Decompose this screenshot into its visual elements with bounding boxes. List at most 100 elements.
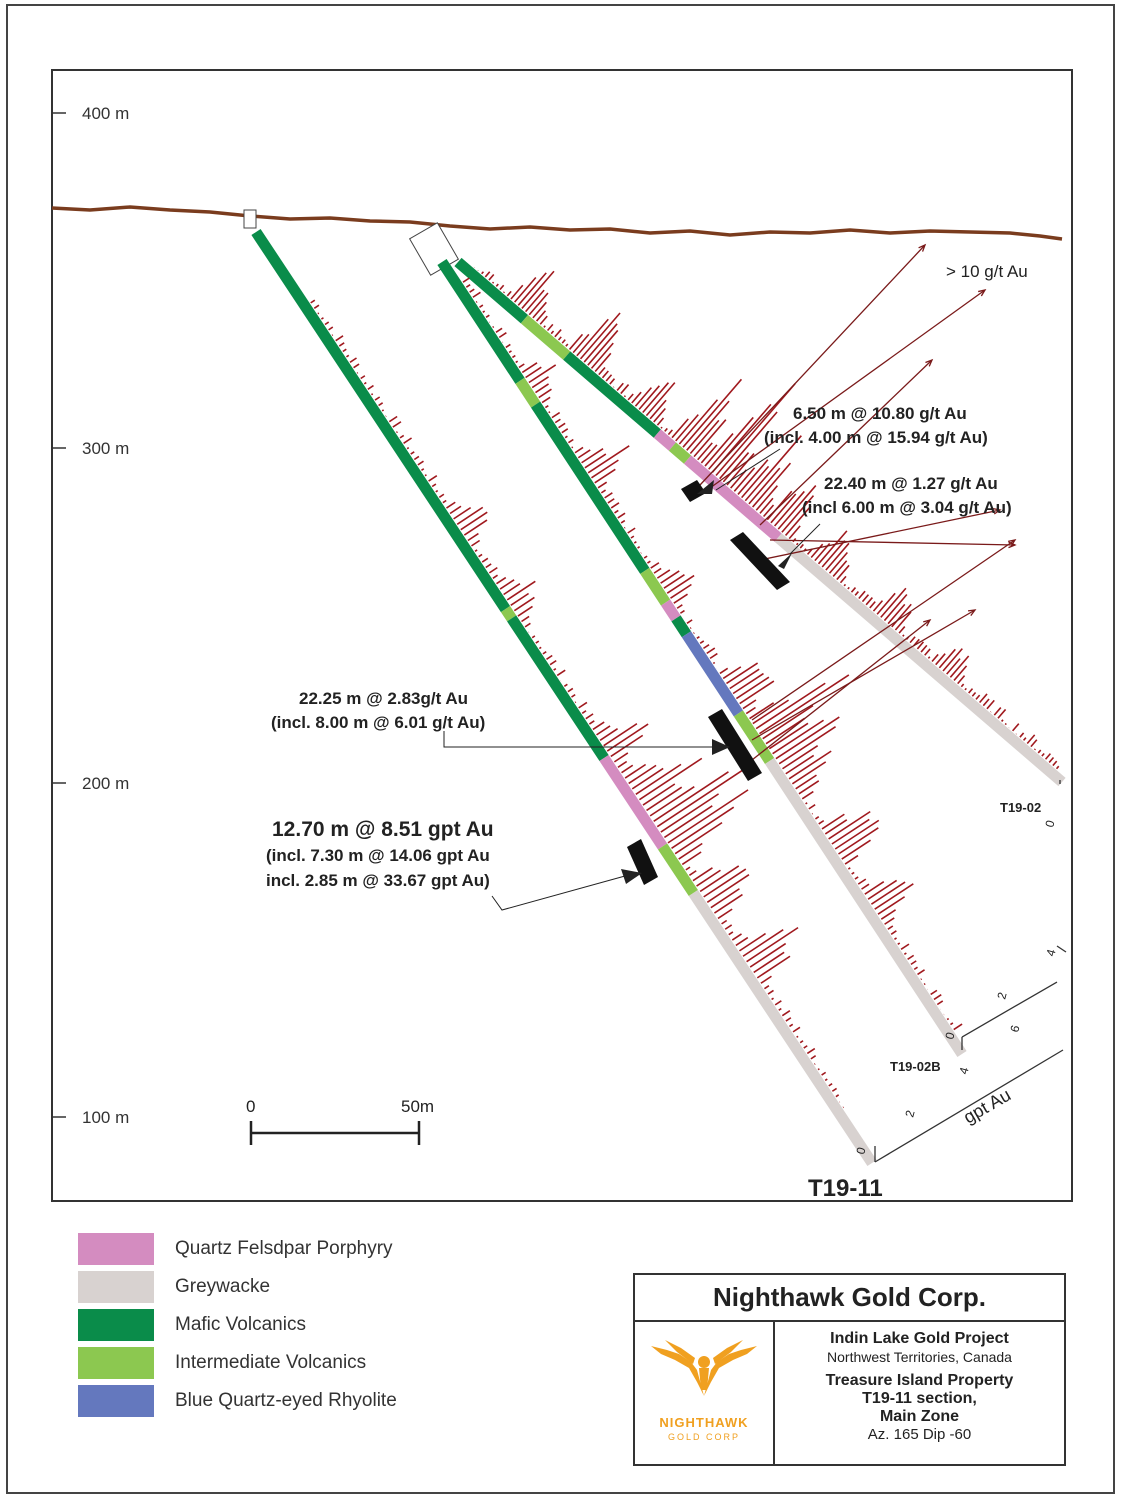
assay-bar <box>328 326 334 331</box>
assay-bar <box>558 422 566 429</box>
assay-bar <box>898 626 906 634</box>
assay-bar <box>785 1017 792 1022</box>
assay-bar <box>587 329 619 366</box>
intercept2-line1: 22.40 m @ 1.27 g/t Au <box>824 474 998 493</box>
project-name: Indin Lake Gold Project <box>830 1330 1009 1347</box>
assay-bar <box>671 806 735 849</box>
assay-bar <box>931 653 939 663</box>
property-line3: Main Zone <box>879 1408 960 1425</box>
assay-bar <box>513 596 535 612</box>
legend-swatch <box>78 1271 154 1303</box>
assay-bar <box>795 774 817 790</box>
assay-bar <box>891 603 912 628</box>
assay-bar <box>392 421 402 428</box>
assay-bar <box>617 512 626 519</box>
assay-bar <box>1026 734 1036 745</box>
hole-segment <box>661 599 681 622</box>
assay-bar <box>722 666 742 680</box>
assay-bar <box>897 942 901 945</box>
assay-bar <box>920 978 923 981</box>
assay-bar <box>796 1035 799 1038</box>
assay-bar <box>656 417 665 426</box>
assay-bar <box>693 419 727 458</box>
assay-bar <box>610 734 644 758</box>
assay-bar <box>708 416 754 470</box>
assay-bar <box>587 445 630 474</box>
assay-bar <box>765 717 806 745</box>
assay-bar <box>699 640 705 645</box>
assay-bar <box>773 490 805 527</box>
assay-bar <box>642 382 670 414</box>
assay-bar <box>732 672 764 695</box>
assay-bar <box>900 943 910 950</box>
grade-tick-t19-11-4: 4 <box>956 1065 971 1075</box>
legend-item-porphyry: Quartz Felsdpar Porphyry <box>78 1233 478 1265</box>
assay-bar <box>635 763 682 795</box>
assay-bar <box>781 1009 791 1017</box>
assay-bar <box>511 354 516 359</box>
assay-bar <box>843 583 847 587</box>
assay-bar <box>671 418 689 439</box>
assay-bar <box>867 879 898 900</box>
intercept1-line2: (incl. 4.00 m @ 15.94 g/t Au) <box>764 428 988 447</box>
assay-bar <box>1044 753 1052 760</box>
assay-bar <box>495 283 499 287</box>
assay-bar <box>818 819 825 825</box>
assay-bar <box>549 659 557 666</box>
assay-bar <box>517 272 547 306</box>
assay-bar <box>472 291 481 298</box>
hole-segment <box>520 315 571 360</box>
assay-bar <box>749 942 787 968</box>
assay-bar <box>506 580 536 601</box>
assay-bar <box>653 407 666 423</box>
assay-bar <box>777 485 817 530</box>
assay-bar <box>656 764 752 828</box>
depth-ticks <box>52 112 66 1118</box>
assay-bar <box>679 609 685 614</box>
assay-bar <box>706 874 750 903</box>
assay-bar <box>542 651 547 655</box>
assay-bar <box>696 869 721 887</box>
assay-bar <box>535 640 540 644</box>
assay-bar <box>667 429 673 436</box>
assay-bar <box>581 448 604 464</box>
arrowhead-icon <box>1008 539 1017 547</box>
assay-bar <box>664 427 668 432</box>
property-line2: T19-11 section, <box>862 1390 977 1407</box>
assay-bar <box>968 688 974 694</box>
assay-bar <box>663 805 713 839</box>
assay-bar <box>620 519 626 524</box>
grade-tick-t19-11-0: 0 <box>853 1145 868 1155</box>
assay-bar <box>788 750 832 780</box>
assay-bar <box>667 789 749 844</box>
assay-bar <box>836 564 850 581</box>
assay-bar <box>515 360 519 364</box>
assay-bar <box>313 304 320 309</box>
assay-bar <box>778 726 837 765</box>
assay-bar <box>485 563 492 569</box>
assay-bar <box>774 1000 782 1006</box>
grade-tick-t19-02b-0: 0 <box>942 1030 957 1040</box>
assay-bar <box>345 354 350 358</box>
hole-segment <box>653 429 677 451</box>
assay-bar <box>768 722 809 750</box>
assay-bar <box>700 444 718 464</box>
assay-bar <box>576 318 609 357</box>
assay-bar <box>310 299 316 304</box>
assay-bar <box>735 936 749 947</box>
assay-bar <box>550 330 555 335</box>
assay-bar <box>759 497 774 514</box>
assay-bar <box>841 839 871 860</box>
hole-segment <box>657 843 698 897</box>
assay-bar <box>579 312 621 360</box>
assay-bar <box>724 924 733 930</box>
assay-bar <box>982 698 990 707</box>
assay-bar <box>745 706 756 715</box>
title-block: Nighthawk Gold Corp. NIGHTHAWK GOLD CORP… <box>633 1273 1066 1466</box>
logo-subtext: GOLD CORP <box>667 1432 740 1442</box>
depth-label-300: 300 m <box>82 439 129 458</box>
high-grade-arrow <box>699 244 926 486</box>
assay-bar <box>771 997 774 1001</box>
hole-segment <box>688 889 877 1167</box>
assay-bar <box>591 459 619 479</box>
